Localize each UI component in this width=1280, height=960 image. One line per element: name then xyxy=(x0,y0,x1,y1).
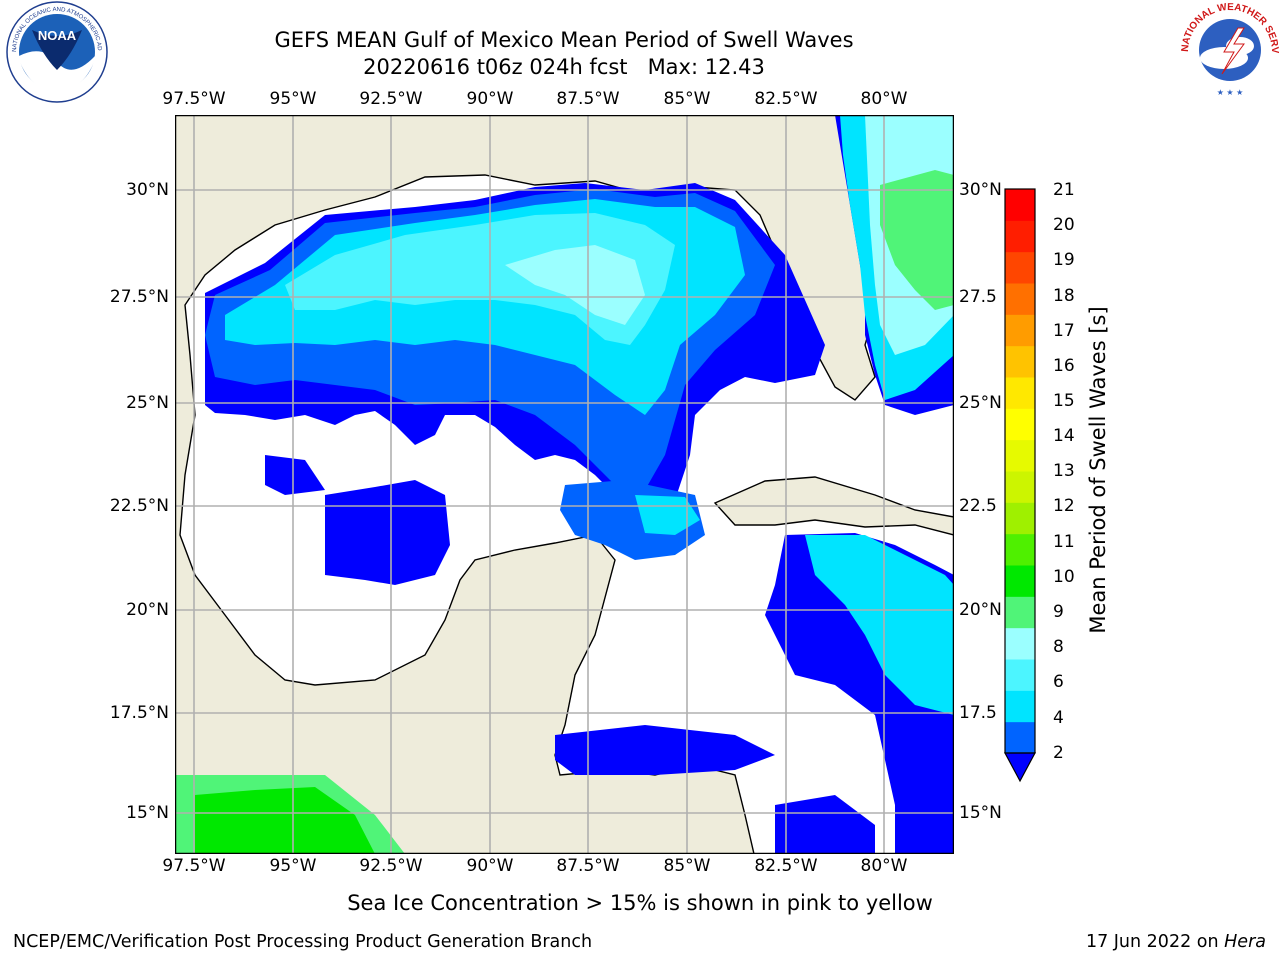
lon-label-top: 80°W xyxy=(860,89,908,109)
noaa-logo: NOAA NATIONAL OCEANIC AND ATMOSPHERIC AD… xyxy=(0,0,112,108)
lat-label-left: 27.5°N xyxy=(109,287,169,307)
colorbar xyxy=(1003,188,1037,783)
lat-label-left: 15°N xyxy=(126,803,169,823)
colorbar-tick: 9 xyxy=(1053,602,1064,622)
lon-label-top: 85°W xyxy=(663,89,711,109)
colorbar-band xyxy=(1005,189,1035,221)
lat-label-right: 27.5 xyxy=(959,287,997,307)
colorbar-band xyxy=(1005,690,1035,723)
lon-label-bottom: 82.5°W xyxy=(754,856,818,876)
lon-label-top: 92.5°W xyxy=(359,89,423,109)
lon-label-top: 87.5°W xyxy=(556,89,620,109)
colorbar-tick: 12 xyxy=(1053,496,1075,516)
host-name: Hera xyxy=(1224,932,1266,952)
colorbar-tick: 18 xyxy=(1053,286,1075,306)
colorbar-band xyxy=(1005,220,1035,253)
colorbar-tick: 8 xyxy=(1053,637,1064,657)
lat-label-left: 20°N xyxy=(126,600,169,620)
colorbar-tick: 6 xyxy=(1053,672,1064,692)
colorbar-label: Mean Period of Swell Waves [s] xyxy=(1086,306,1110,634)
graticule xyxy=(175,115,954,854)
colorbar-band xyxy=(1005,251,1035,284)
lat-label-right: 15°N xyxy=(959,803,1002,823)
colorbar-band xyxy=(1005,345,1035,378)
colorbar-band xyxy=(1005,502,1035,535)
lat-label-right: 25°N xyxy=(959,393,1002,413)
colorbar-band xyxy=(1005,627,1035,660)
colorbar-tick: 20 xyxy=(1053,215,1075,235)
colorbar-band xyxy=(1005,471,1035,503)
map-subtitle: 20220616 t06z 024h fcst Max: 12.43 xyxy=(363,55,765,79)
colorbar-tick: 13 xyxy=(1053,461,1075,481)
map-title: GEFS MEAN Gulf of Mexico Mean Period of … xyxy=(274,28,854,52)
colorbar-tick: 15 xyxy=(1053,391,1075,411)
date-text: 17 Jun 2022 on Hera xyxy=(1086,932,1266,952)
colorbar-tick: 19 xyxy=(1053,250,1075,270)
colorbar-tick: 2 xyxy=(1053,743,1064,763)
colorbar-tick: 4 xyxy=(1053,708,1064,728)
colorbar-band xyxy=(1005,533,1035,566)
nws-logo: NATIONAL WEATHER SERVICE ★ ★ ★ xyxy=(1174,0,1280,104)
colorbar-bands xyxy=(1005,189,1035,754)
colorbar-band xyxy=(1005,721,1035,754)
lon-label-top: 82.5°W xyxy=(754,89,818,109)
lon-label-top: 95°W xyxy=(269,89,317,109)
lat-label-left: 17.5°N xyxy=(109,703,169,723)
colorbar-tick: 17 xyxy=(1053,321,1075,341)
lon-label-bottom: 87.5°W xyxy=(556,856,620,876)
colorbar-tick: 14 xyxy=(1053,426,1075,446)
colorbar-tick: 10 xyxy=(1053,567,1075,587)
lon-label-bottom: 95°W xyxy=(269,856,317,876)
swell-field xyxy=(175,115,954,854)
colorbar-tick: 11 xyxy=(1053,532,1075,552)
colorbar-band xyxy=(1005,314,1035,347)
map-panel xyxy=(175,115,954,854)
noaa-text: NOAA xyxy=(38,28,77,43)
colorbar-band xyxy=(1005,659,1035,691)
lat-label-right: 20°N xyxy=(959,600,1002,620)
colorbar-band xyxy=(1005,565,1035,597)
colorbar-band xyxy=(1005,439,1035,472)
lon-label-top: 97.5°W xyxy=(162,89,226,109)
lat-label-right: 30°N xyxy=(959,180,1002,200)
svg-text:★ ★ ★: ★ ★ ★ xyxy=(1217,88,1244,97)
lon-label-bottom: 90°W xyxy=(466,856,514,876)
colorbar-band xyxy=(1005,377,1035,409)
colorbar-band xyxy=(1005,283,1035,315)
lon-label-bottom: 97.5°W xyxy=(162,856,226,876)
lon-label-top: 90°W xyxy=(466,89,514,109)
lat-label-left: 22.5°N xyxy=(109,496,169,516)
lon-label-bottom: 85°W xyxy=(663,856,711,876)
lon-label-bottom: 80°W xyxy=(860,856,908,876)
credit-text: NCEP/EMC/Verification Post Processing Pr… xyxy=(13,932,593,952)
colorbar-band xyxy=(1005,408,1035,441)
lon-label-bottom: 92.5°W xyxy=(359,856,423,876)
colorbar-band xyxy=(1005,596,1035,629)
colorbar-tick: 21 xyxy=(1053,180,1075,200)
colorbar-under-triangle xyxy=(1003,752,1037,783)
date-value: 17 Jun 2022 on xyxy=(1085,932,1225,952)
lat-label-left: 30°N xyxy=(126,180,169,200)
lat-label-left: 25°N xyxy=(126,393,169,413)
lat-label-right: 22.5 xyxy=(959,496,997,516)
sea-ice-note: Sea Ice Concentration > 15% is shown in … xyxy=(347,891,933,915)
colorbar-tick: 16 xyxy=(1053,356,1075,376)
lat-label-right: 17.5 xyxy=(959,703,997,723)
